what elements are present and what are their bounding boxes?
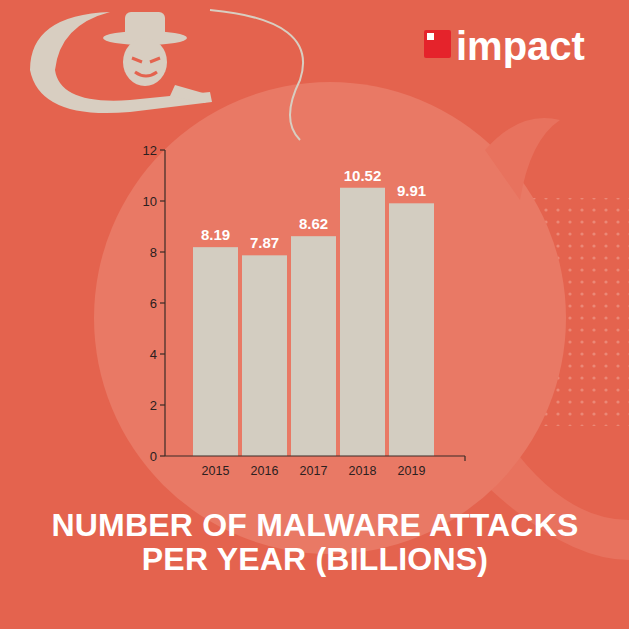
logo-mark-dot — [427, 33, 434, 40]
x-tick-label: 2015 — [202, 464, 230, 478]
swoosh — [30, 12, 212, 113]
x-tick-label: 2017 — [300, 464, 328, 478]
bar — [291, 236, 336, 456]
x-axis-line — [165, 455, 465, 456]
y-tick-label: 8 — [150, 245, 157, 260]
background — [0, 0, 629, 629]
logo-text: impact — [456, 24, 585, 68]
logo-mark — [424, 30, 451, 58]
x-tick-label: 2016 — [251, 464, 279, 478]
bar — [340, 188, 385, 456]
pointing-hand — [170, 85, 210, 103]
y-tick — [160, 200, 165, 201]
y-tick-label: 10 — [143, 194, 157, 209]
chart-title: NUMBER OF MALWARE ATTACKS PER YEAR (BILL… — [34, 508, 596, 576]
y-tick — [160, 455, 165, 456]
whip-line — [210, 10, 303, 140]
bars — [193, 188, 434, 456]
data-label: 8.62 — [299, 215, 328, 232]
y-tick — [160, 302, 165, 303]
data-label: 8.19 — [201, 226, 230, 243]
bar — [389, 203, 434, 456]
x-axis-end-tick — [464, 456, 465, 461]
y-tick — [160, 353, 165, 354]
background-circle — [94, 82, 566, 554]
y-tick-label: 6 — [150, 296, 157, 311]
y-tick-label: 12 — [143, 143, 157, 158]
data-label: 10.52 — [344, 167, 382, 184]
data-label: 9.91 — [397, 182, 426, 199]
x-tick-label: 2018 — [349, 464, 377, 478]
hat-top — [125, 12, 165, 40]
y-tick — [160, 404, 165, 405]
bar — [193, 247, 238, 456]
y-tick-label: 2 — [150, 398, 157, 413]
bar — [242, 255, 287, 456]
y-tick-label: 4 — [150, 347, 157, 362]
spy-illustration — [30, 12, 212, 113]
face — [123, 38, 167, 86]
y-tick-label: 0 — [150, 449, 157, 464]
face-features — [132, 58, 160, 76]
y-tick — [160, 149, 165, 150]
x-tick-label: 2019 — [398, 464, 426, 478]
circle-leaf — [485, 118, 560, 200]
y-tick — [160, 251, 165, 252]
data-label: 7.87 — [250, 234, 279, 251]
